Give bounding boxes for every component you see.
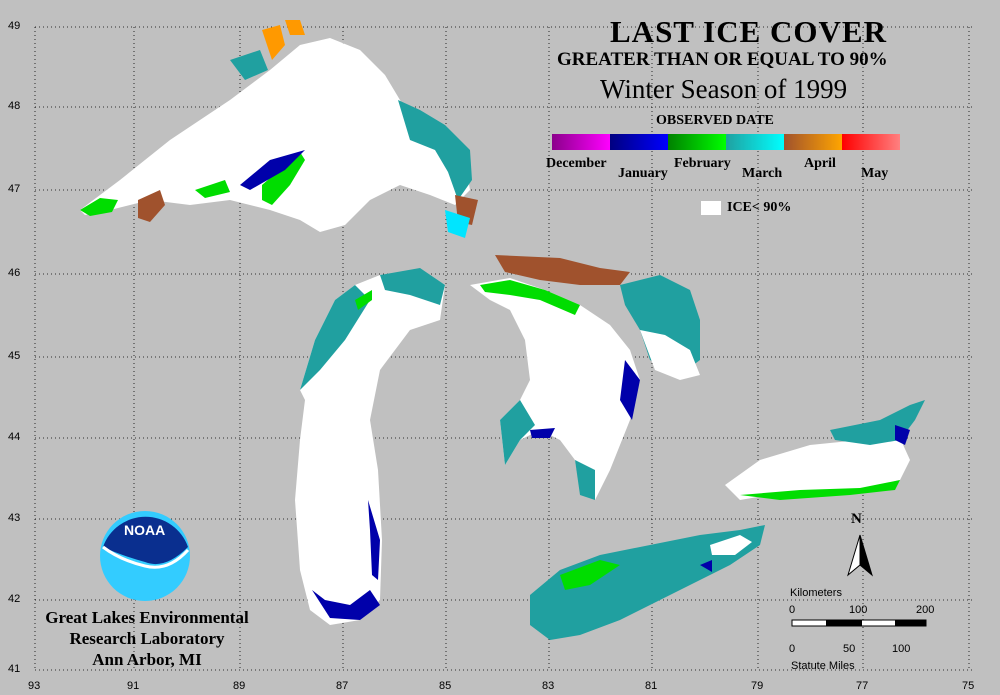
- lat-label: 45: [8, 350, 21, 362]
- ice-below-90-swatch: [701, 201, 721, 215]
- lake-michigan: [295, 268, 445, 625]
- credit-line-1: Great Lakes Environmental: [45, 608, 249, 627]
- lon-label: 85: [439, 680, 452, 692]
- legend-label-may: May: [861, 166, 889, 181]
- lat-label: 48: [8, 100, 21, 112]
- scale-km-tick: 200: [916, 604, 935, 616]
- lake-erie: [530, 525, 765, 640]
- lon-label: 77: [856, 680, 869, 692]
- legend-swatch-february: [668, 134, 726, 150]
- lat-label: 49: [8, 20, 21, 32]
- north-arrow: [847, 534, 873, 577]
- scale-mi-tick: 50: [843, 643, 856, 655]
- legend-swatch-may: [842, 134, 900, 150]
- legend-swatch-april: [784, 134, 842, 150]
- lake-ontario: [725, 400, 925, 500]
- lat-label: 42: [8, 593, 21, 605]
- ice-below-90-label: ICE< 90%: [727, 200, 792, 215]
- north-label: N: [851, 511, 862, 527]
- legend-label-february: February: [674, 156, 731, 171]
- legend-label-january: January: [618, 166, 668, 181]
- credit-line-2: Research Laboratory: [69, 629, 225, 648]
- noaa-logo-text: NOAA: [124, 522, 166, 538]
- scale-mi-tick: 0: [789, 643, 796, 655]
- lon-label: 89: [233, 680, 246, 692]
- map-title: LAST ICE COVER: [610, 14, 888, 49]
- lat-label: 44: [8, 431, 21, 443]
- lat-label: 46: [8, 267, 21, 279]
- scale-km-title: Kilometers: [790, 587, 842, 599]
- season-title: Winter Season of 1999: [600, 74, 848, 104]
- lat-label: 43: [8, 512, 21, 524]
- noaa-logo: [100, 511, 190, 601]
- scale-km-tick: 0: [789, 604, 796, 616]
- scale-km-tick: 100: [849, 604, 868, 616]
- legend-label-march: March: [742, 166, 783, 181]
- legend-label-december: December: [546, 156, 607, 171]
- legend-swatch-january: [610, 134, 668, 150]
- legend-swatch-march: [726, 134, 784, 150]
- scale-bar: [791, 619, 927, 627]
- lon-label: 93: [28, 680, 41, 692]
- scale-mi-tick: 100: [892, 643, 911, 655]
- lon-label: 81: [645, 680, 658, 692]
- lake-superior: [80, 20, 478, 238]
- credit-line-3: Ann Arbor, MI: [92, 650, 202, 669]
- map-subtitle: GREATER THAN OR EQUAL TO 90%: [557, 49, 888, 70]
- lat-label: 47: [8, 183, 21, 195]
- legend-label-april: April: [804, 156, 836, 171]
- lon-label: 75: [962, 680, 975, 692]
- lon-label: 79: [751, 680, 764, 692]
- legend-heading: OBSERVED DATE: [656, 113, 774, 128]
- legend-swatch-december: [552, 134, 610, 150]
- scale-mi-title: Statute Miles: [791, 660, 855, 672]
- lat-label: 41: [8, 663, 21, 675]
- lake-huron: [470, 255, 700, 500]
- lon-label: 91: [127, 680, 140, 692]
- lon-label: 87: [336, 680, 349, 692]
- lon-label: 83: [542, 680, 555, 692]
